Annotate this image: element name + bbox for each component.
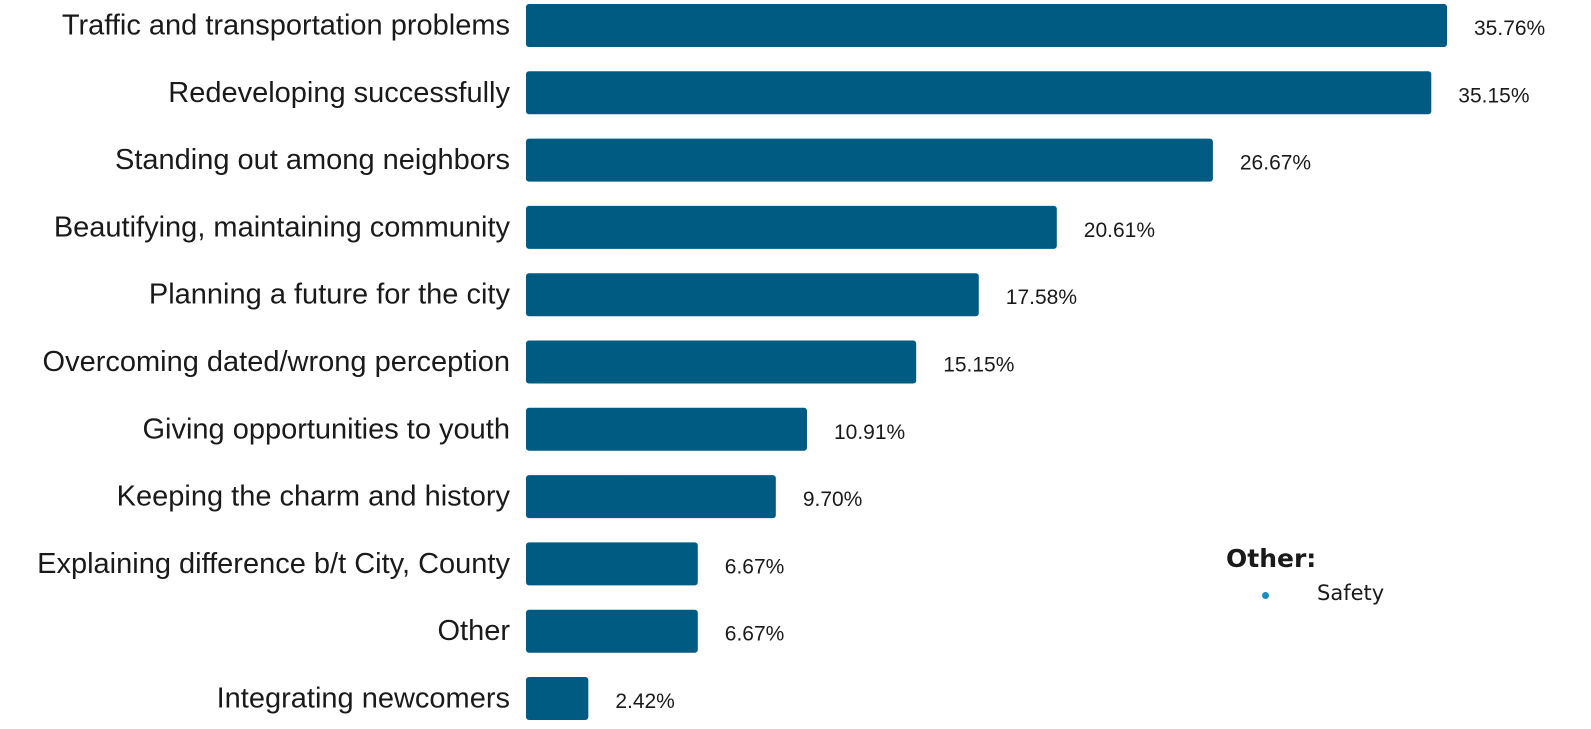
category-label: Explaining difference b/t City, County (37, 548, 510, 580)
value-label: 9.70% (803, 488, 863, 511)
value-label: 6.67% (725, 623, 785, 646)
value-label: 20.61% (1084, 219, 1155, 242)
category-label: Redeveloping successfully (168, 77, 510, 109)
value-label: 17.58% (1006, 286, 1077, 309)
value-label: 15.15% (943, 354, 1014, 377)
value-label: 35.76% (1474, 17, 1545, 40)
value-label: 2.42% (615, 690, 675, 713)
category-label: Giving opportunities to youth (142, 413, 510, 445)
bar (526, 542, 698, 586)
value-label: 35.15% (1458, 84, 1529, 107)
bullet-icon (1262, 591, 1269, 599)
category-label: Keeping the charm and history (117, 481, 511, 513)
other-note: Other: Safety (1226, 544, 1384, 605)
category-label: Planning a future for the city (149, 279, 511, 311)
category-label: Traffic and transportation problems (62, 10, 510, 42)
category-label: Overcoming dated/wrong perception (43, 346, 510, 378)
other-note-list: Safety (1226, 581, 1384, 605)
category-label: Standing out among neighbors (115, 144, 510, 176)
bar (526, 71, 1432, 115)
bar (526, 609, 698, 653)
value-label: 6.67% (725, 555, 785, 578)
category-label: Beautifying, maintaining community (54, 211, 511, 243)
bar (526, 273, 979, 317)
category-label: Other (437, 615, 510, 647)
bar (526, 138, 1213, 182)
bar (526, 407, 807, 451)
other-note-item: Safety (1226, 581, 1384, 605)
other-note-item-text: Safety (1317, 581, 1385, 605)
value-label: 26.67% (1240, 152, 1311, 175)
bar (526, 205, 1057, 249)
bar (526, 475, 776, 519)
bar (526, 340, 917, 384)
value-label: 10.91% (834, 421, 905, 444)
category-label: Integrating newcomers (217, 683, 510, 715)
other-note-title: Other: (1226, 544, 1317, 573)
bar (526, 4, 1447, 47)
bar (526, 677, 589, 720)
